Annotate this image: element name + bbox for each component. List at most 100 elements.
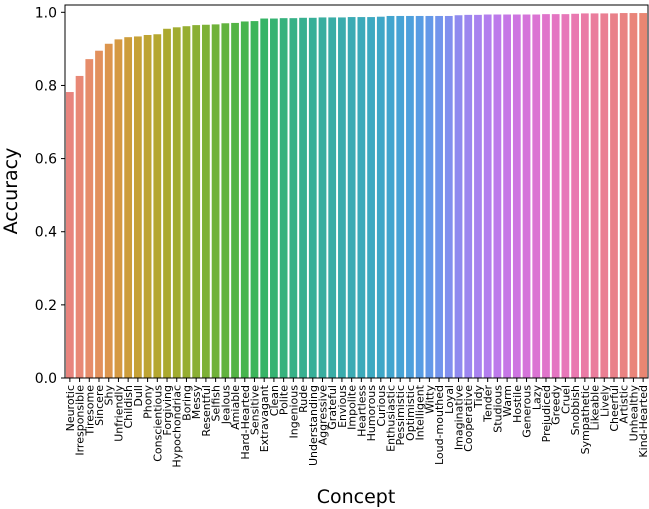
x-tick-label: Boring xyxy=(180,385,193,421)
bar-sympathetic xyxy=(580,13,589,378)
x-tick-label: Rude xyxy=(297,385,310,413)
x-tick-label: Hard-Hearted xyxy=(239,385,252,460)
x-tick-label: Snobbish xyxy=(569,385,582,435)
bar-humorous xyxy=(367,17,375,378)
bar-understanding xyxy=(308,17,317,379)
x-tick-label: Irresponsible xyxy=(74,385,87,456)
x-tick-label: Jealous xyxy=(219,385,232,426)
x-tick-label: Amiable xyxy=(229,385,242,430)
bar-polite xyxy=(279,18,288,378)
bar-hard-hearted xyxy=(240,21,249,379)
bar-loud-mouthed xyxy=(435,15,443,378)
bar-sincere xyxy=(95,50,103,379)
x-tick-label: Hypochondriac xyxy=(171,385,184,468)
bar-warm xyxy=(503,14,511,378)
bar-aggressive xyxy=(318,17,327,379)
bar-forgiving xyxy=(163,28,171,379)
bar-phony xyxy=(143,34,152,379)
x-tick-label: Polite xyxy=(278,385,291,415)
x-tick-label: Understanding xyxy=(307,385,320,466)
bar-tender xyxy=(483,14,492,378)
x-tick-label: Childish xyxy=(122,385,135,429)
bar-intelligent xyxy=(415,15,424,378)
bar-shy xyxy=(104,43,113,378)
bar-messy xyxy=(192,25,201,379)
y-tick-label: 0.4 xyxy=(35,225,57,241)
x-tick-label: Studious xyxy=(491,385,504,433)
bar-studious xyxy=(493,14,502,378)
x-tick-label: Likeable xyxy=(589,385,602,431)
x-tick-label: Enthusiastic xyxy=(385,385,398,452)
x-tick-label: Tidy xyxy=(472,385,485,409)
x-axis-title: Concept xyxy=(317,486,396,508)
bar-envious xyxy=(338,17,346,379)
bar-lazy xyxy=(532,14,541,378)
x-tick-label: Loud-mouthed xyxy=(433,385,446,465)
x-tick-label: Humorous xyxy=(365,385,378,442)
x-tick-label: Ingenious xyxy=(287,385,300,439)
bar-amiable xyxy=(231,22,239,378)
bar-imaginative xyxy=(454,15,463,379)
x-tick-label: Resentful xyxy=(200,385,213,437)
x-tick-label: Artistic xyxy=(618,385,631,424)
x-tick-label: Heartless xyxy=(355,385,368,437)
x-tick-label: Unfriendly xyxy=(112,385,125,442)
x-tick-label: Grateful xyxy=(326,385,339,430)
x-tick-label: Conscientious xyxy=(151,385,164,462)
x-tick-label: Extravagant xyxy=(258,384,271,452)
y-axis-ticks: 0.0 0.2 0.4 0.6 0.8 1.0 xyxy=(35,5,65,387)
bar-irresponsible xyxy=(75,75,84,378)
x-tick-label: Curious xyxy=(375,385,388,427)
x-tick-label: Sensitive xyxy=(248,385,261,435)
bar-generous xyxy=(522,14,531,378)
bar-artistic xyxy=(619,13,628,379)
x-tick-label: Messy xyxy=(190,385,203,420)
x-tick-label: Hostile xyxy=(511,385,524,423)
x-tick-label: Tender xyxy=(482,385,495,423)
bar-loyal xyxy=(444,15,453,378)
bar-curious xyxy=(376,16,385,378)
bar-optimistic xyxy=(406,15,414,378)
bar-rude xyxy=(299,17,307,379)
x-tick-label: Kind-Hearted xyxy=(637,385,649,458)
bar-lively xyxy=(600,13,609,378)
bar-tidy xyxy=(474,14,482,379)
x-tick-label: Shy xyxy=(103,385,116,406)
bar-clean xyxy=(270,18,278,379)
x-tick-label: Clean xyxy=(268,385,281,416)
bar-unhealthy xyxy=(629,13,638,379)
x-tick-label: Lively xyxy=(598,385,611,418)
y-axis-title: Accuracy xyxy=(0,148,22,235)
bar-grateful xyxy=(328,17,337,379)
bar-snobbish xyxy=(571,13,580,379)
x-tick-label: Phony xyxy=(142,385,155,419)
bar-impolite xyxy=(347,17,356,378)
bar-pessimistic xyxy=(396,15,405,378)
x-tick-label: Warm xyxy=(501,385,514,417)
bar-hypochondriac xyxy=(172,27,181,379)
bar-unfriendly xyxy=(114,39,123,379)
bar-ingenious xyxy=(289,18,298,378)
x-tick-label: Imaginative xyxy=(453,385,466,450)
x-tick-label: Forgiving xyxy=(161,385,174,436)
x-tick-label: Aggressive xyxy=(316,385,329,446)
x-tick-label: Lazy xyxy=(530,385,543,411)
bar-childish xyxy=(124,37,133,379)
bar-enthusiastic xyxy=(386,15,395,378)
bar-extravagant xyxy=(260,18,269,379)
bar-conscientious xyxy=(153,34,162,378)
bars-group xyxy=(65,13,648,379)
x-axis-ticks: NeuroticIrresponsibleTiresomeSincereShyU… xyxy=(64,378,649,468)
y-tick-label: 0.0 xyxy=(35,371,57,387)
x-tick-label: Cooperative xyxy=(462,385,475,452)
x-tick-label: Intelligent xyxy=(414,384,427,440)
x-tick-label: Greedy xyxy=(550,385,563,425)
bar-selfish xyxy=(211,24,220,378)
x-tick-label: Pessimistic xyxy=(394,385,407,445)
x-tick-label: Loyal xyxy=(443,385,456,414)
x-tick-label: Sympathetic xyxy=(579,385,592,454)
x-tick-label: Prejudiced xyxy=(540,385,553,442)
bar-boring xyxy=(182,26,191,379)
x-tick-label: Envious xyxy=(336,385,349,428)
